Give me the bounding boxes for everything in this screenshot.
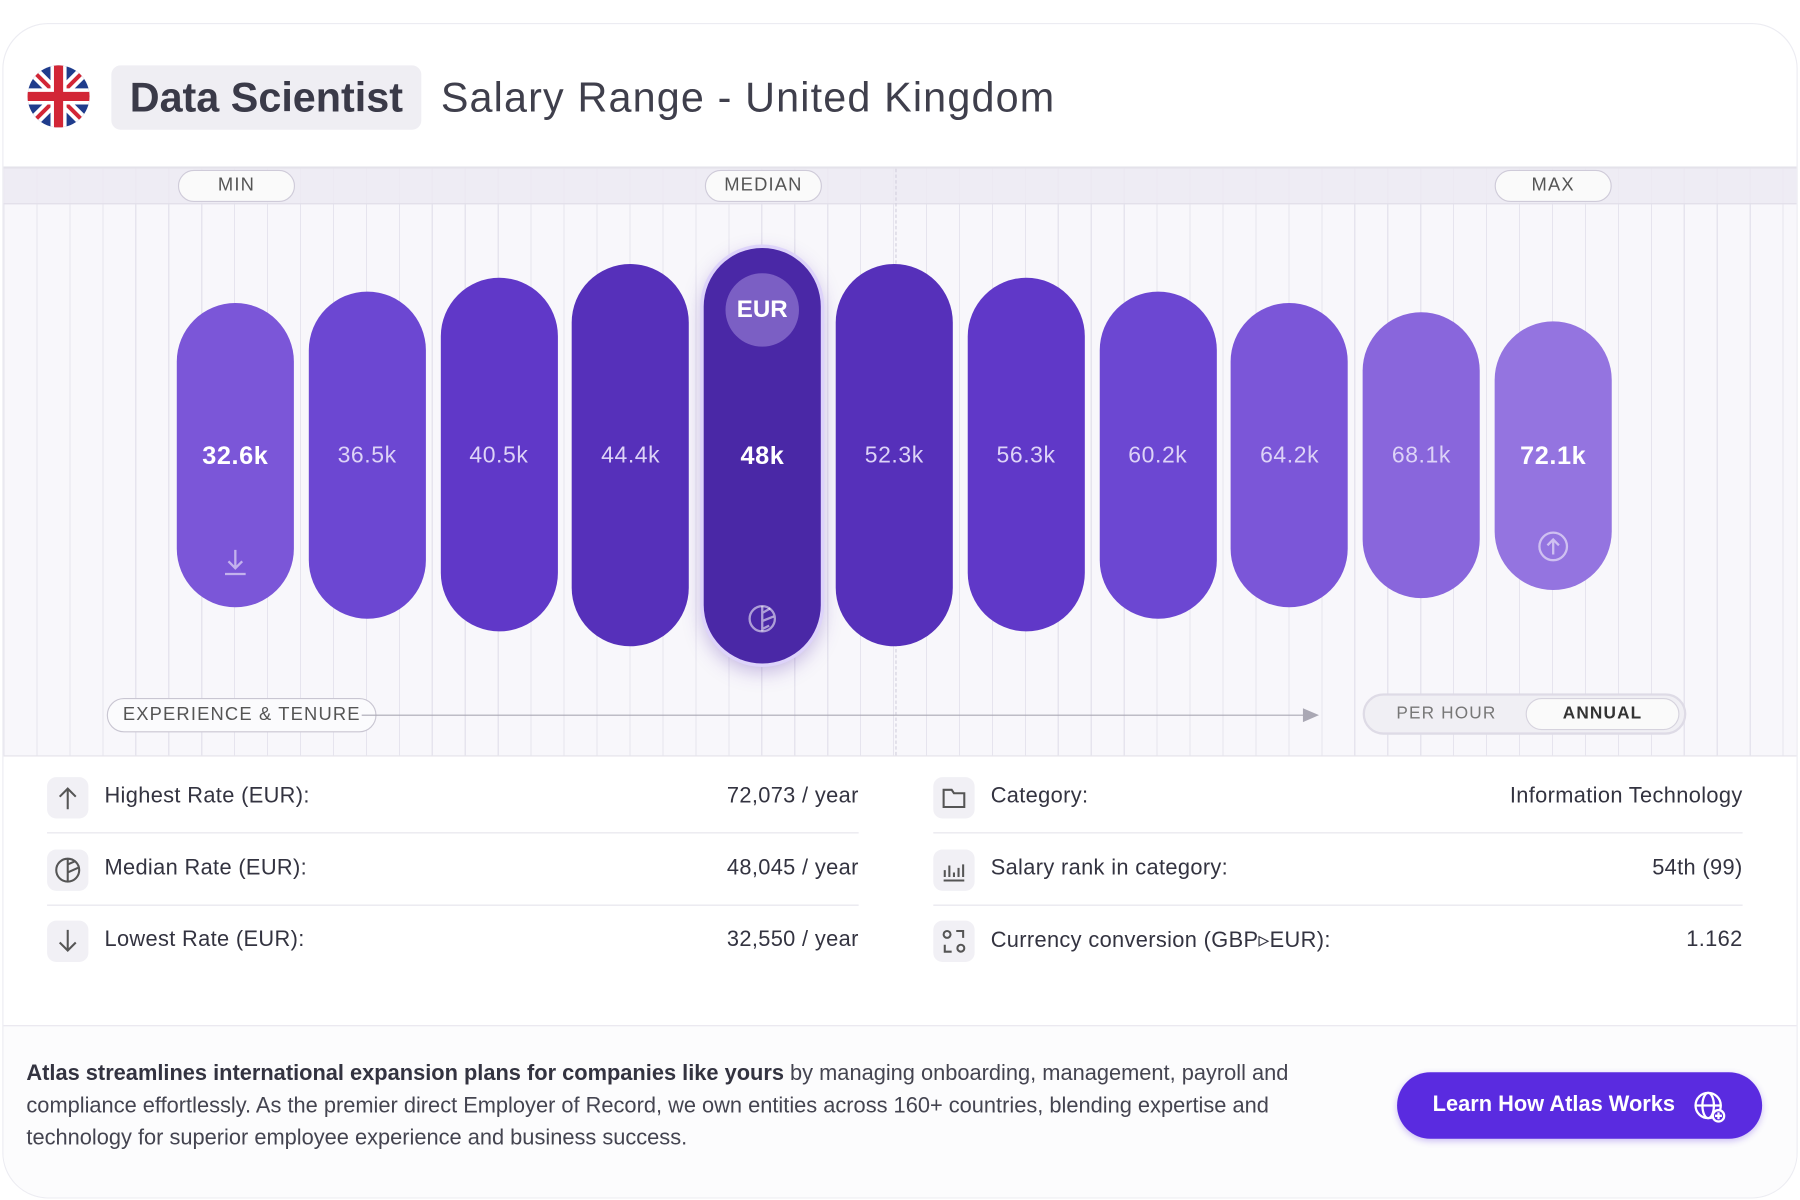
- row-divider: [933, 832, 1743, 834]
- pill-value: 40.5k: [469, 443, 529, 469]
- stat-icon: [933, 920, 975, 962]
- pill-value: 68.1k: [1391, 443, 1451, 469]
- salary-pill: [1231, 303, 1349, 608]
- footer: Atlas streamlines international expansio…: [3, 1025, 1797, 1198]
- stat-icon: [933, 777, 975, 819]
- stat-icon: [933, 848, 975, 891]
- row-divider: [933, 904, 1743, 906]
- globe-icon: [1694, 1091, 1726, 1123]
- salary-pill: [835, 264, 953, 647]
- salary-pill: [1099, 291, 1217, 619]
- max-marker: MAX: [1494, 169, 1612, 203]
- stat-label: Median Rate (EUR):: [104, 855, 308, 880]
- axis-arrow: [361, 708, 1320, 723]
- job-title: Data Scientist: [111, 65, 422, 130]
- pill-value: 36.5k: [337, 443, 397, 469]
- icon: [225, 549, 246, 576]
- stat-label: Currency conversion (GBP▹EUR):: [990, 928, 1331, 953]
- axis-label: EXPERIENCE & TENURE: [106, 697, 377, 733]
- median-marker: MEDIAN: [704, 169, 822, 203]
- icon: [942, 788, 966, 809]
- row-divider: [47, 832, 859, 834]
- pill-value: 72.1k: [1520, 440, 1587, 470]
- per-hour-option[interactable]: PER HOUR: [1396, 703, 1497, 724]
- stat-value: 1.162: [1686, 927, 1743, 952]
- salary-pill: [967, 277, 1085, 632]
- salary-pill: [440, 277, 558, 632]
- stat-icon: [47, 920, 89, 962]
- icon: [55, 857, 81, 883]
- salary-pill: [1362, 312, 1480, 599]
- currency-badge: EUR: [725, 273, 799, 347]
- icon: [943, 863, 965, 881]
- pill-icon: [1536, 529, 1570, 563]
- salary-card: Data Scientist Salary Range - United Kin…: [2, 22, 1798, 1199]
- stat-icon: [47, 848, 89, 891]
- stat-label: Category:: [990, 784, 1089, 809]
- subtitle: Salary Range - United Kingdom: [440, 73, 1056, 121]
- cta-button[interactable]: Learn How Atlas Works: [1397, 1072, 1763, 1139]
- pill-icon: [218, 545, 252, 579]
- cta-label: Learn How Atlas Works: [1432, 1092, 1676, 1117]
- pill-value: 56.3k: [996, 443, 1056, 469]
- stat-icon: [47, 777, 89, 819]
- min-marker: MIN: [177, 169, 296, 203]
- footer-bold: Atlas streamlines international expansio…: [26, 1061, 784, 1086]
- stat-label: Lowest Rate (EUR):: [104, 927, 305, 952]
- icon: [58, 787, 77, 810]
- stat-value: 48,045 / year: [726, 855, 859, 880]
- icon: [58, 929, 77, 952]
- icon: [748, 604, 777, 633]
- stat-value: 32,550 / year: [726, 927, 859, 952]
- pill-value: 44.4k: [601, 443, 661, 469]
- stat-label: Salary rank in category:: [990, 855, 1229, 880]
- pill-value: 32.6k: [202, 440, 269, 470]
- pill-value: 48k: [740, 440, 785, 470]
- salary-pill: [308, 291, 426, 619]
- row-divider: [47, 904, 859, 906]
- annual-option[interactable]: ANNUAL: [1525, 697, 1680, 731]
- salary-chart: MIN MEDIAN MAX EXPERIENCE & TENURE PER H…: [3, 166, 1797, 757]
- pill-value: 64.2k: [1260, 443, 1320, 469]
- stat-value: Information Technology: [1509, 784, 1743, 809]
- uk-flag: [27, 65, 90, 128]
- stat-label: Highest Rate (EUR):: [104, 784, 310, 809]
- pill-value: 60.2k: [1128, 443, 1188, 469]
- rate-toggle[interactable]: PER HOUR ANNUAL: [1362, 693, 1687, 735]
- stat-value: 72,073 / year: [726, 784, 859, 809]
- pill-value: 52.3k: [864, 443, 924, 469]
- salary-pill: [572, 264, 690, 647]
- footer-text: Atlas streamlines international expansio…: [26, 1058, 1346, 1154]
- icon: [1538, 531, 1569, 562]
- stat-value: 54th (99): [1652, 855, 1743, 880]
- footer-body: by managing onboarding, management, payr…: [26, 1061, 1289, 1151]
- icon: [942, 929, 966, 953]
- pill-icon: [745, 602, 779, 636]
